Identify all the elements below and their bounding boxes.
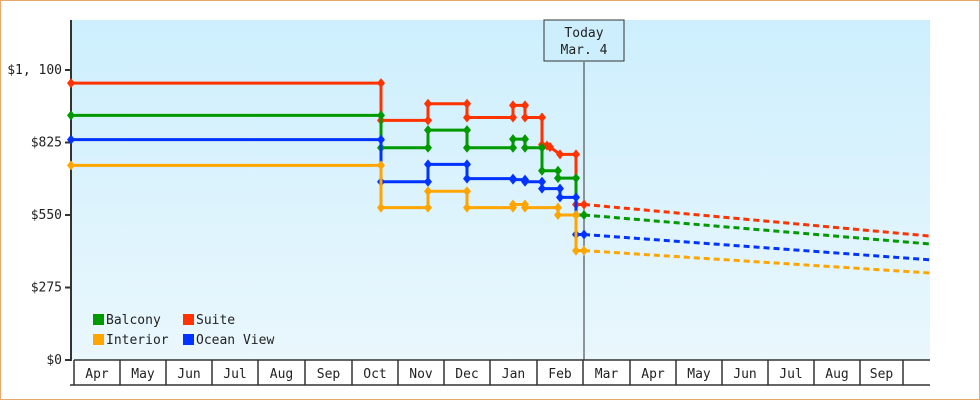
legend: Balcony Suite Interior Ocean View [93,313,274,348]
x-tick-label: Jan [502,367,525,382]
x-tick-label: Dec [455,367,478,382]
x-tick-label: Oct [363,367,386,382]
series-interior [67,160,931,275]
y-tick-label: $275 [31,281,62,296]
today-date: Mar. 4 [561,43,608,58]
x-tick-label: Sep [870,367,894,382]
x-tick-label: Aug [270,367,293,382]
x-tick-label: Sep [317,367,341,382]
x-tick-label: Apr [85,367,109,382]
y-tick-label: $825 [31,136,62,151]
x-tick-label: May [687,367,711,382]
x-tick-label: Jun [733,367,756,382]
x-tick-label: Jul [223,367,246,382]
legend-label: Suite [196,313,235,328]
legend-swatch [93,314,104,325]
x-axis: Apr May Jun Jul Aug Sep Oct Nov Dec Jan Feb Mar Apr M… [70,359,930,386]
y-axis: $0 $275 $550 $825 $1, 100 [7,20,72,368]
legend-label: Ocean View [196,333,274,348]
x-tick-label: Jun [177,367,200,382]
x-tick-label: May [131,367,155,382]
y-tick-label: $550 [31,208,62,223]
y-tick-label: $1, 100 [7,63,62,78]
x-tick-label: Apr [641,367,665,382]
series-suite [67,78,931,238]
plot-area [72,20,930,360]
x-tick-label: Feb [548,367,572,382]
series-lines [67,78,931,275]
today-label: Today [564,26,603,41]
x-tick-label: Jul [779,367,802,382]
legend-swatch [183,314,194,325]
legend-label: Balcony [106,313,161,328]
legend-swatch [183,334,194,345]
series-ocean-view [67,134,931,262]
x-tick-label: Aug [825,367,848,382]
x-tick-label: Nov [409,367,433,382]
legend-swatch [93,334,104,345]
legend-label: Interior [106,333,169,348]
y-tick-label: $0 [46,353,62,368]
x-tick-label: Mar [595,367,619,382]
